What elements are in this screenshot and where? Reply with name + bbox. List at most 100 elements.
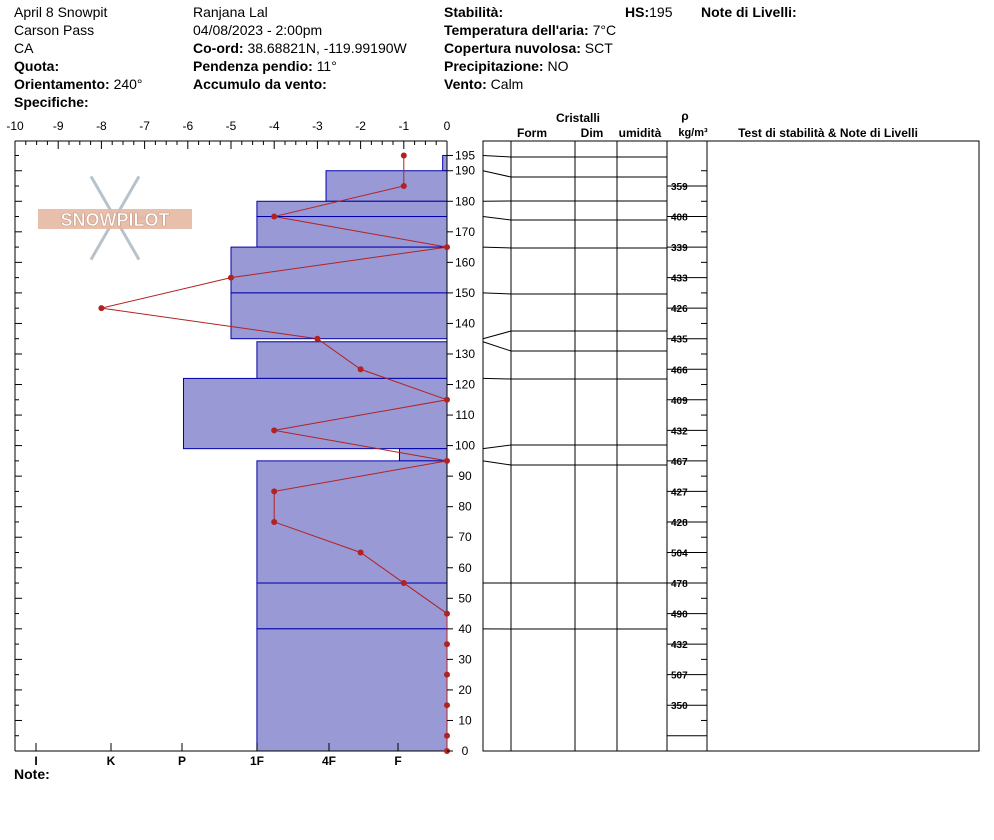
density-value: 504: [671, 548, 688, 559]
density-value: 427: [671, 487, 688, 498]
temperature-point: [98, 305, 105, 312]
datetime: 04/08/2023 - 2:00pm: [193, 22, 323, 38]
hardness-label: 4F: [322, 754, 336, 768]
temperature-point: [400, 580, 407, 587]
precip-row: Precipitazione: NO: [444, 57, 568, 75]
density-value: 339: [671, 243, 688, 254]
density-value: 409: [671, 396, 688, 407]
height-tick-label: 195: [455, 148, 475, 162]
temperature-point: [271, 518, 278, 525]
temperature-point: [357, 549, 364, 556]
hardness-layer: [256, 341, 448, 379]
orientation-label: Orientamento:: [14, 76, 110, 92]
hardness-label: F: [394, 754, 401, 768]
layer-notes-row: Note di Livelli:: [701, 3, 797, 21]
size-header: Dim: [581, 126, 604, 140]
hs-label: HS:: [625, 4, 650, 20]
observer: Ranjana Lal: [193, 4, 268, 20]
layer-connector: [482, 460, 512, 466]
coord-label: Co-ord:: [193, 40, 244, 56]
slope-row: Pendenza pendio: 11°: [193, 57, 337, 75]
orientation-row: Orientamento: 240°: [14, 75, 143, 93]
temperature-point: [444, 641, 450, 648]
height-tick-label: 160: [455, 255, 475, 269]
temperature-point: [444, 702, 450, 709]
density-value: 432: [671, 640, 688, 651]
temperature-point: [357, 366, 364, 373]
coord-value: 38.68821N, -119.99190W: [247, 40, 407, 56]
hardness-layer: [442, 154, 448, 172]
hardness-layer: [256, 460, 448, 584]
height-tick-label: 180: [455, 194, 475, 208]
hs-row: HS:195: [625, 3, 672, 21]
density-value: 435: [671, 335, 688, 346]
temperature-point: [271, 213, 278, 220]
height-tick-label: 40: [458, 622, 472, 636]
logo-banner: [38, 209, 192, 229]
density-value: 350: [671, 701, 688, 712]
hardness-label: I: [34, 754, 37, 768]
logo-text: SNOWPILOT: [61, 210, 170, 230]
hardness-layer: [256, 628, 448, 752]
layer-connector: [482, 246, 512, 249]
air-temp-label: Temperatura dell'aria:: [444, 22, 589, 38]
temperature-point: [444, 732, 450, 739]
temp-tick-label: -7: [139, 119, 150, 133]
temp-tick-label: -1: [398, 119, 409, 133]
temp-tick-label: -2: [355, 119, 366, 133]
density-symbol: ρ: [681, 109, 688, 123]
wind-row: Vento: Calm: [444, 75, 523, 93]
site-title: April 8 Snowpit: [14, 4, 108, 20]
hardness-label: K: [107, 754, 116, 768]
stability-notes-header: Test di stabilità & Note di Livelli: [738, 126, 918, 140]
quota-row: Quota:: [14, 57, 59, 75]
height-tick-label: 190: [455, 164, 475, 178]
hardness-layer: [230, 292, 448, 340]
hardness-label: P: [178, 754, 186, 768]
height-tick-label: 20: [458, 683, 472, 697]
height-tick-label: 50: [458, 591, 472, 605]
height-tick-label: 120: [455, 378, 475, 392]
layer-connector: [482, 170, 512, 178]
temperature-point: [314, 335, 321, 342]
density-unit: kg/m³: [678, 127, 708, 139]
density-value: 426: [671, 304, 688, 315]
orientation-value: 240°: [113, 76, 143, 92]
temperature-point: [400, 183, 407, 190]
height-tick-label: 80: [458, 500, 472, 514]
density-value: 466: [671, 365, 688, 376]
temperature-point: [400, 152, 407, 159]
precip-label: Precipitazione:: [444, 58, 544, 74]
air-temp-value: 7°C: [592, 22, 617, 38]
hardness-layer: [230, 246, 448, 294]
temp-tick-label: -5: [226, 119, 237, 133]
stability-label: Stabilità:: [444, 4, 504, 20]
temperature-point: [271, 427, 278, 434]
temp-tick-label: -3: [312, 119, 323, 133]
state: CA: [14, 40, 34, 56]
hardness-layer: [325, 170, 448, 202]
temperature-point: [444, 671, 450, 678]
temp-tick-label: -6: [182, 119, 193, 133]
wind-loading-row: Accumulo da vento:: [193, 75, 327, 93]
density-value: 507: [671, 671, 688, 682]
notes-row: Note:: [14, 765, 50, 783]
slope-label: Pendenza pendio:: [193, 58, 313, 74]
hardness-layer: [398, 448, 448, 462]
temp-tick-label: -9: [53, 119, 64, 133]
hardness-layer: [256, 216, 448, 248]
air-temp-row: Temperatura dell'aria: 7°C: [444, 21, 616, 39]
density-value: 408: [671, 213, 688, 224]
height-tick-label: 0: [462, 744, 469, 758]
layer-connector: [482, 444, 512, 450]
temp-tick-label: -4: [269, 119, 280, 133]
temperature-point: [444, 244, 450, 251]
wind-loading-label: Accumulo da vento:: [193, 76, 327, 92]
height-tick-label: 70: [458, 530, 472, 544]
height-tick-label: 90: [458, 469, 472, 483]
density-value: 428: [671, 518, 688, 529]
temperature-point: [444, 610, 450, 617]
temperature-point: [444, 396, 450, 403]
density-value: 359: [671, 182, 688, 193]
